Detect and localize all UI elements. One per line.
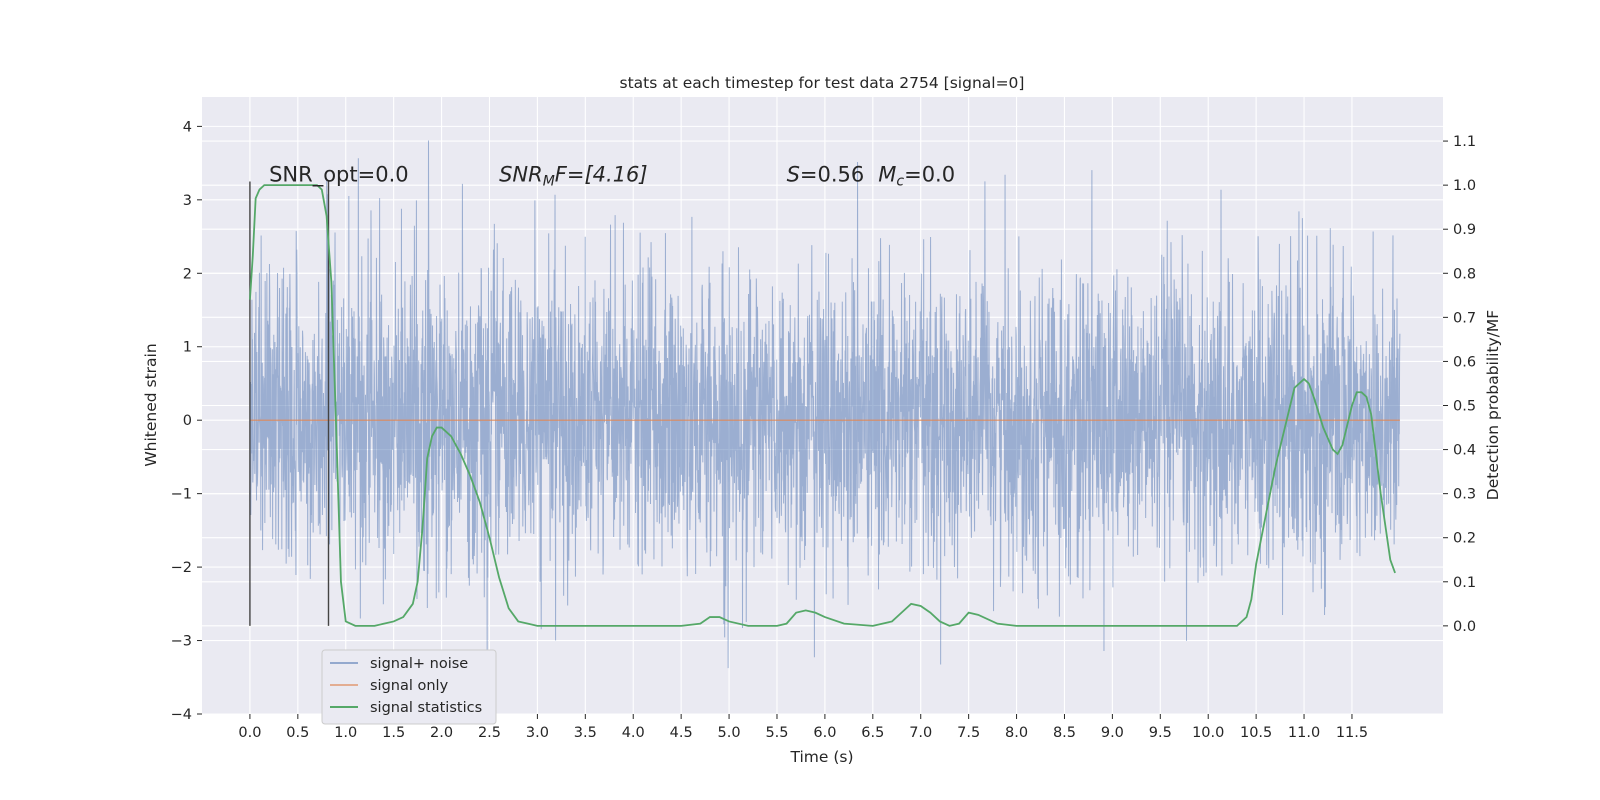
y-tick-label-4: 0: [183, 413, 192, 429]
x-tick-label-8: 4.0: [622, 725, 645, 741]
x-tick-label-15: 7.5: [957, 725, 980, 741]
y2-axis-label: Detection probability/MF: [1484, 310, 1502, 501]
x-tick-label-22: 11.0: [1288, 725, 1320, 741]
x-tick-label-2: 1.0: [334, 725, 357, 741]
annotation-snr-opt: SNR_opt=0.0: [269, 162, 409, 187]
x-tick-label-14: 7.0: [909, 725, 932, 741]
x-tick-label-21: 10.5: [1240, 725, 1272, 741]
x-tick-label-17: 8.5: [1053, 725, 1076, 741]
y-tick-label-3: −1: [171, 487, 192, 503]
legend-label-signal-only: signal only: [370, 678, 449, 694]
x-tick-label-4: 2.0: [430, 725, 453, 741]
x-tick-label-3: 1.5: [382, 725, 405, 741]
y-tick-label-0: −4: [171, 707, 192, 723]
legend-label-signal-noise: signal+ noise: [370, 656, 468, 672]
x-tick-label-10: 5.0: [718, 725, 741, 741]
annotation-m-label: M: [878, 162, 896, 186]
y2-tick-label-3: 0.3: [1453, 487, 1476, 503]
x-tick-label-16: 8.0: [1005, 725, 1028, 741]
annotation-s-value: =0.56: [800, 162, 864, 186]
y2-tick-label-11: 1.1: [1453, 134, 1476, 150]
annotation-m-value: =0.0: [904, 162, 955, 186]
annotation-snr-mf-sub: M: [543, 173, 555, 189]
y-tick-label-7: 3: [183, 193, 192, 209]
y2-tick-label-5: 0.5: [1453, 399, 1476, 415]
x-tick-label-7: 3.5: [574, 725, 597, 741]
y2-tick-label-9: 0.9: [1453, 222, 1476, 238]
x-tick-label-1: 0.5: [286, 725, 309, 741]
annotation-s-mc: S=0.56 Mc=0.0: [787, 162, 956, 189]
annotation-snr-mf-suffix: F=[4.16]: [555, 162, 648, 186]
annotation-layer: SNR_opt=0.0 SNRMF=[4.16] S=0.56 Mc=0.0: [269, 162, 955, 189]
legend: signal+ noise signal only signal statist…: [321, 649, 497, 725]
y2-tick-label-7: 0.7: [1453, 310, 1476, 326]
lines-layer: [249, 181, 1400, 627]
annotation-snr-mf-prefix: SNR: [499, 162, 543, 186]
x-tick-label-6: 3.0: [526, 725, 549, 741]
annotation-s-label: S: [787, 162, 800, 186]
y2-tick-label-0: 0.0: [1453, 619, 1476, 635]
y2-tick-label-6: 0.6: [1453, 354, 1476, 370]
x-tick-label-0: 0.0: [238, 725, 261, 741]
x-tick-label-13: 6.5: [861, 725, 884, 741]
legend-box: [321, 649, 497, 725]
y2-tick-label-1: 0.1: [1453, 575, 1476, 591]
annotation-m-sub: c: [896, 173, 904, 189]
y2-tick-label-8: 0.8: [1453, 266, 1476, 282]
y2-tick-label-2: 0.2: [1453, 531, 1476, 547]
axes-layer: 0.0 0.5 1.0 1.5 2.0 2.5 3.0 3.5 4.0 4.5 5.0 5.5 6.0 6…: [171, 119, 1476, 741]
y-tick-label-1: −3: [171, 634, 192, 650]
series-signal-statistics: [249, 184, 1396, 627]
y-axis-label: Whitened strain: [142, 343, 160, 466]
y-tick-label-6: 2: [183, 266, 192, 282]
legend-label-signal-statistics: signal statistics: [370, 700, 482, 716]
annotation-snr-mf: SNRMF=[4.16]: [499, 162, 648, 189]
x-tick-label-12: 6.0: [813, 725, 836, 741]
x-tick-label-23: 11.5: [1336, 725, 1368, 741]
y2-tick-label-10: 1.0: [1453, 178, 1476, 194]
series-signal-noise: [249, 140, 1401, 669]
x-tick-label-20: 10.0: [1192, 725, 1224, 741]
x-tick-label-18: 9.0: [1101, 725, 1124, 741]
y2-tick-label-4: 0.4: [1453, 443, 1476, 459]
y-tick-label-8: 4: [183, 119, 192, 135]
y-tick-label-5: 1: [183, 340, 192, 356]
x-tick-label-19: 9.5: [1149, 725, 1172, 741]
x-tick-label-11: 5.5: [765, 725, 788, 741]
x-tick-label-5: 2.5: [478, 725, 501, 741]
x-tick-label-9: 4.5: [670, 725, 693, 741]
x-axis-label: Time (s): [789, 748, 853, 766]
chart-title: stats at each timestep for test data 275…: [620, 74, 1025, 92]
y-tick-label-2: −2: [171, 560, 192, 576]
noise-layer: [249, 140, 1401, 669]
